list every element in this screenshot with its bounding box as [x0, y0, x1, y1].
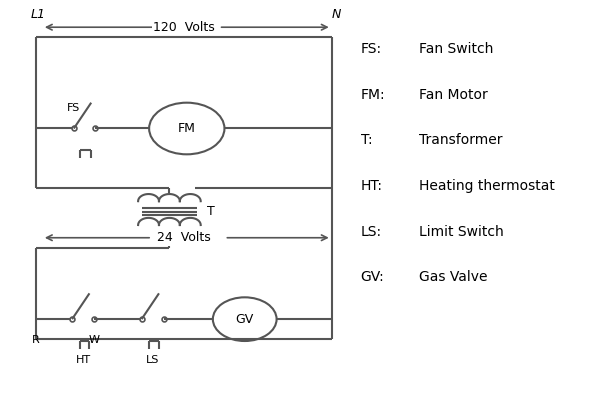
Text: GV:: GV: — [360, 270, 384, 284]
Text: 24  Volts: 24 Volts — [157, 231, 211, 244]
Text: N: N — [332, 8, 341, 21]
Text: T:: T: — [360, 134, 372, 148]
Text: FS:: FS: — [360, 42, 382, 56]
Text: HT: HT — [76, 355, 91, 365]
Text: FM:: FM: — [360, 88, 385, 102]
Text: Fan Motor: Fan Motor — [418, 88, 487, 102]
Text: L1: L1 — [30, 8, 45, 21]
Text: HT:: HT: — [360, 179, 382, 193]
Text: Fan Switch: Fan Switch — [418, 42, 493, 56]
Text: LS:: LS: — [360, 225, 382, 239]
Text: FM: FM — [178, 122, 196, 135]
Text: Gas Valve: Gas Valve — [418, 270, 487, 284]
Text: T: T — [207, 205, 215, 218]
Text: Limit Switch: Limit Switch — [418, 225, 503, 239]
Text: R: R — [32, 335, 40, 345]
Text: LS: LS — [146, 355, 159, 365]
Text: 120  Volts: 120 Volts — [153, 21, 215, 34]
Text: FS: FS — [67, 103, 80, 113]
Text: GV: GV — [235, 313, 254, 326]
Text: W: W — [88, 335, 100, 345]
Text: Transformer: Transformer — [418, 134, 502, 148]
Text: Heating thermostat: Heating thermostat — [418, 179, 555, 193]
